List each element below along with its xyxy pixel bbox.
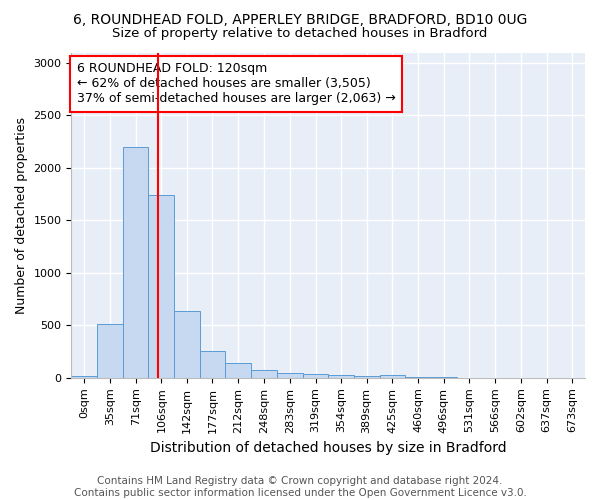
Bar (200, 350, 225, 378)
Bar (123, 147, 148, 378)
Bar (97, 324, 123, 378)
Bar (175, 310, 200, 378)
X-axis label: Distribution of detached houses by size in Bradford: Distribution of detached houses by size … (150, 441, 506, 455)
Bar (380, 374, 405, 378)
Text: Contains HM Land Registry data © Crown copyright and database right 2024.
Contai: Contains HM Land Registry data © Crown c… (74, 476, 526, 498)
Bar (328, 375, 353, 378)
Text: Size of property relative to detached houses in Bradford: Size of property relative to detached ho… (112, 28, 488, 40)
Bar (277, 372, 303, 378)
Bar (148, 195, 175, 378)
Y-axis label: Number of detached properties: Number of detached properties (15, 116, 28, 314)
Text: 6, ROUNDHEAD FOLD, APPERLEY BRIDGE, BRADFORD, BD10 0UG: 6, ROUNDHEAD FOLD, APPERLEY BRIDGE, BRAD… (73, 12, 527, 26)
Text: 6 ROUNDHEAD FOLD: 120sqm
← 62% of detached houses are smaller (3,505)
37% of sem: 6 ROUNDHEAD FOLD: 120sqm ← 62% of detach… (77, 62, 395, 106)
Bar (71, 376, 97, 378)
Bar (251, 370, 277, 378)
Bar (303, 374, 328, 378)
Bar (225, 363, 251, 378)
Bar (353, 376, 380, 378)
